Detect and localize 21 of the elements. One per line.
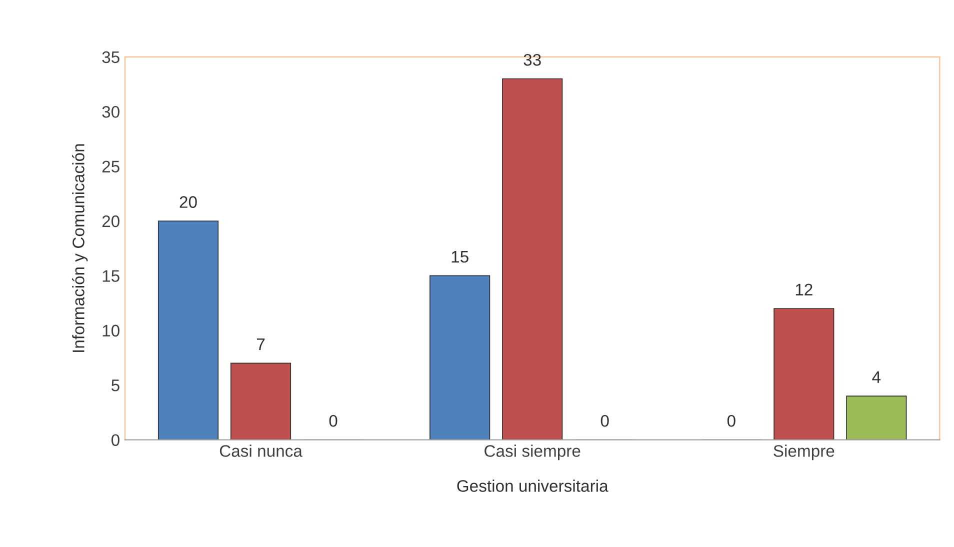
y-tick-label: 30: [102, 106, 120, 118]
data-label: 0: [329, 414, 338, 427]
data-label: 15: [452, 251, 468, 263]
data-label: 0: [600, 414, 609, 427]
y-tick-label: 5: [112, 380, 120, 392]
y-tick-label: 25: [102, 160, 120, 172]
data-label: 4: [872, 371, 881, 383]
data-label: 20: [180, 196, 197, 208]
x-axis-title: Gestion universitaria: [457, 480, 608, 492]
data-label: 12: [796, 284, 812, 296]
y-tick-label: 20: [102, 215, 120, 228]
data-label: 0: [727, 414, 736, 427]
x-tick-label: Casi nunca: [220, 444, 302, 457]
y-axis-title: Información y Comunicación: [72, 144, 88, 352]
x-tick-label: Siempre: [774, 444, 834, 460]
data-label: 7: [256, 338, 265, 350]
y-tick-label: 35: [102, 51, 120, 64]
x-tick-label: Casi siempre: [484, 444, 580, 460]
y-tick-label: 0: [111, 434, 120, 446]
y-tick-label: 10: [102, 324, 120, 337]
y-tick-label: 15: [102, 270, 120, 282]
